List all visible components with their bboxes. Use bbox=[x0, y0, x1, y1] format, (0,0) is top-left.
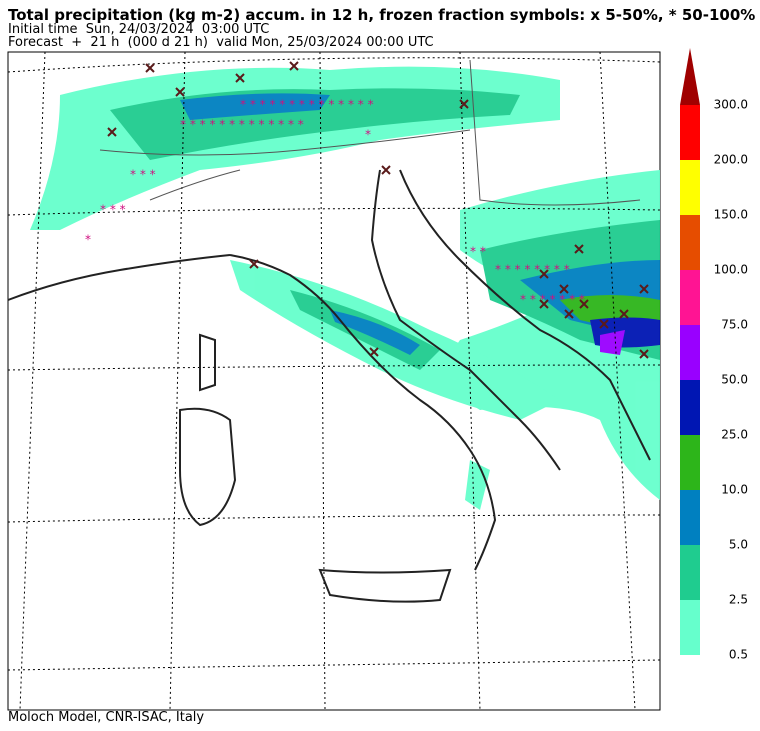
svg-text:* * * * * * * * * * * * *: * * * * * * * * * * * * * bbox=[180, 118, 304, 132]
colorbar-label: 50.0 bbox=[721, 373, 748, 387]
colorbar-segment bbox=[680, 545, 700, 600]
svg-text:* * *: * * * bbox=[130, 168, 156, 182]
svg-text:*: * bbox=[85, 233, 91, 247]
title: Total precipitation (kg m-2) accum. in 1… bbox=[8, 6, 756, 24]
colorbar-segment bbox=[680, 160, 700, 215]
forecast-time: Forecast + 21 h (000 d 21 h) valid Mon, … bbox=[8, 35, 434, 50]
colorbar-label: 0.5 bbox=[729, 648, 748, 662]
colorbar-segment bbox=[680, 325, 700, 380]
colorbar-segment bbox=[680, 380, 700, 435]
svg-text:* * *: * * * bbox=[100, 203, 126, 217]
svg-text:*: * bbox=[365, 128, 371, 142]
footer: Moloch Model, CNR-ISAC, Italy bbox=[8, 710, 205, 725]
svg-text:* * * * * * * * * * * * * *: * * * * * * * * * * * * * * bbox=[240, 98, 374, 112]
symbols-star: * * * * * * * * * * * * * * * * * * * * … bbox=[85, 98, 585, 307]
colorbar-label: 200.0 bbox=[714, 153, 748, 167]
colorbar-segment bbox=[680, 215, 700, 270]
colorbar-segment bbox=[680, 435, 700, 490]
colorbar-segment bbox=[680, 600, 700, 655]
colorbar-segment bbox=[680, 270, 700, 325]
colorbar-label: 5.0 bbox=[729, 538, 748, 552]
svg-text:* * * * * * *: * * * * * * * bbox=[520, 293, 585, 307]
colorbar-label: 2.5 bbox=[729, 593, 748, 607]
map: * * * * * * * * * * * * * * * * * * * * … bbox=[7, 51, 661, 711]
colorbar: 0.5 2.5 5.0 10.0 25.0 50.0 75.0 100.0 150.0 200.0… bbox=[680, 48, 748, 662]
colorbar-label: 100.0 bbox=[714, 263, 748, 277]
colorbar-label: 150.0 bbox=[714, 208, 748, 222]
symbols-x bbox=[107, 61, 649, 359]
colorbar-segment bbox=[680, 490, 700, 545]
colorbar-extension bbox=[680, 48, 700, 105]
colorbar-segment bbox=[680, 105, 700, 160]
colorbar-label: 10.0 bbox=[721, 483, 748, 497]
colorbar-label: 75.0 bbox=[721, 318, 748, 332]
svg-text:* *: * * bbox=[470, 245, 486, 259]
initial-time: Initial time Sun, 24/03/2024 03:00 UTC bbox=[8, 22, 270, 37]
svg-text:* * * * * * * *: * * * * * * * * bbox=[495, 263, 570, 277]
colorbar-label: 300.0 bbox=[714, 98, 748, 112]
colorbar-label: 25.0 bbox=[721, 428, 748, 442]
